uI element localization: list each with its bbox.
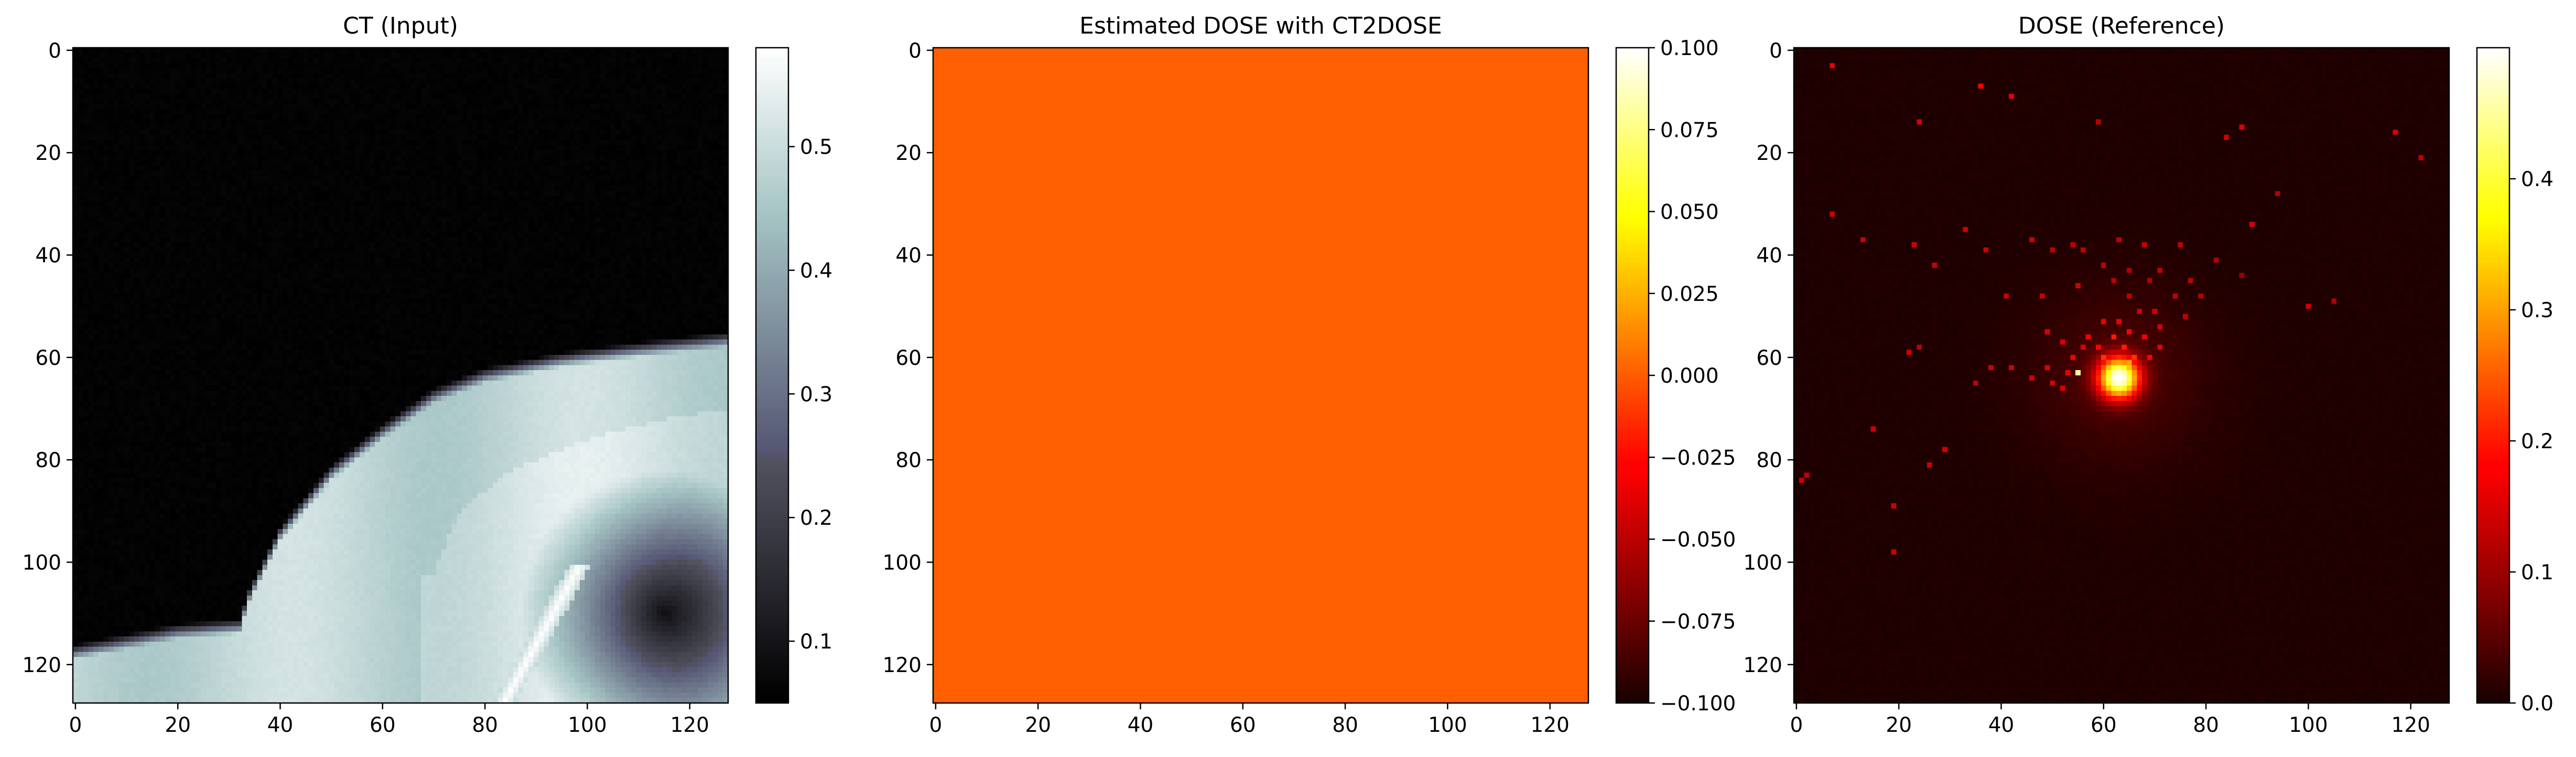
y-tick-label: 40: [35, 244, 61, 268]
x-tick-label: 0: [1790, 713, 1803, 737]
colorbar-tick-label: 0.5: [800, 136, 832, 159]
ct-input-colorbar: [756, 48, 788, 703]
dose-reference-x-ticks: 0 20 40 60 80 100 120: [1790, 703, 2430, 737]
dose-reference-colorbar-ticks: 0.0 0.1 0.2 0.3 0.4: [2509, 168, 2553, 716]
x-tick-label: 120: [1531, 713, 1570, 737]
x-tick-label: 100: [1428, 713, 1467, 737]
y-tick-label: 20: [895, 142, 922, 165]
colorbar-tick-label: 0.2: [2521, 430, 2553, 453]
x-tick-label: 0: [69, 713, 82, 737]
y-tick-label: 40: [1756, 244, 1782, 268]
y-tick-label: 60: [1756, 347, 1782, 370]
ct-input-colorbar-ticks: 0.1 0.2 0.3 0.4 0.5: [788, 136, 832, 654]
colorbar-tick-label: 0.100: [1660, 37, 1719, 60]
dose-reference-panel: DOSE (Reference) 0 20 40 60 80 100 120 0 20 40 60…: [1744, 13, 2553, 737]
x-tick-label: 100: [568, 713, 607, 737]
colorbar-tick-label: 0.1: [2521, 561, 2553, 585]
colorbar-tick-label: −0.075: [1660, 610, 1736, 634]
estimated-dose-plot-frame: [932, 47, 1589, 704]
colorbar-tick-label: 0.4: [2521, 168, 2553, 191]
y-tick-label: 0: [1769, 39, 1782, 63]
dose-reference-y-ticks: 0 20 40 60 80 100 120: [1744, 39, 1794, 677]
estimated-dose-title: Estimated DOSE with CT2DOSE: [1079, 13, 1442, 39]
dose-reference-colorbar-frame: [2476, 47, 2510, 704]
ct-input-colorbar-frame: [755, 47, 789, 704]
ct-input-plot-frame: [72, 47, 729, 704]
y-tick-label: 120: [23, 654, 61, 677]
colorbar-tick-label: −0.050: [1660, 528, 1736, 552]
x-tick-label: 20: [1025, 713, 1051, 737]
y-tick-label: 60: [895, 347, 922, 370]
x-tick-label: 80: [1332, 713, 1358, 737]
x-tick-label: 60: [370, 713, 396, 737]
y-tick-label: 0: [48, 39, 61, 63]
y-tick-label: 120: [1744, 654, 1782, 677]
y-tick-label: 0: [908, 39, 922, 63]
x-tick-label: 40: [1128, 713, 1154, 737]
ct-input-heatmap: [73, 48, 728, 703]
y-tick-label: 20: [35, 142, 61, 165]
colorbar-tick-label: −0.025: [1660, 446, 1736, 470]
x-tick-label: 80: [472, 713, 498, 737]
x-tick-label: 60: [2091, 713, 2117, 737]
y-tick-label: 100: [23, 551, 61, 575]
y-tick-label: 80: [1756, 449, 1782, 472]
colorbar-tick-label: 0.4: [800, 259, 832, 283]
colorbar-tick-label: 0.000: [1660, 364, 1719, 388]
ct-input-title: CT (Input): [343, 13, 458, 39]
y-tick-label: 100: [1744, 551, 1782, 575]
x-tick-label: 80: [2193, 713, 2219, 737]
estimated-dose-colorbar-ticks: 0.100 0.075 0.050 0.025 0.000 −0.025 −0.050 −0.…: [1649, 37, 1736, 716]
colorbar-tick-label: 0.075: [1660, 118, 1719, 142]
colorbar-tick-label: 0.1: [800, 630, 832, 654]
colorbar-tick-label: 0.2: [800, 506, 832, 530]
x-tick-label: 40: [1988, 713, 2015, 737]
x-tick-label: 100: [2289, 713, 2328, 737]
x-tick-label: 120: [670, 713, 709, 737]
dose-reference-heatmap: [1794, 48, 2449, 703]
estimated-dose-y-ticks: 0 20 40 60 80 100 120: [883, 39, 933, 677]
ct-input-y-ticks: 0 20 40 60 80 100 120: [23, 39, 73, 677]
colorbar-tick-label: 0.0: [2521, 692, 2553, 716]
dose-reference-colorbar: [2477, 48, 2509, 703]
x-tick-label: 120: [2391, 713, 2430, 737]
dose-reference-title: DOSE (Reference): [2018, 13, 2225, 39]
x-tick-label: 60: [1230, 713, 1256, 737]
x-tick-label: 40: [267, 713, 294, 737]
colorbar-tick-label: 0.3: [2521, 299, 2553, 322]
ct-input-panel: CT (Input) 0 20 40 60 80 100 120 0 20 40 60 80 100 1…: [23, 13, 832, 737]
x-tick-label: 20: [165, 713, 191, 737]
colorbar-tick-label: −0.100: [1660, 692, 1736, 716]
y-tick-label: 60: [35, 347, 61, 370]
colorbar-tick-label: 0.050: [1660, 201, 1719, 224]
dose-reference-plot-frame: [1793, 47, 2450, 704]
y-tick-label: 100: [883, 551, 922, 575]
x-tick-label: 20: [1886, 713, 1912, 737]
y-tick-label: 80: [895, 449, 922, 472]
estimated-dose-colorbar: [1616, 48, 1649, 703]
y-tick-label: 20: [1756, 142, 1782, 165]
y-tick-label: 120: [883, 654, 922, 677]
estimated-dose-heatmap: [933, 48, 1588, 703]
colorbar-tick-label: 0.025: [1660, 283, 1719, 306]
estimated-dose-x-ticks: 0 20 40 60 80 100 120: [929, 703, 1570, 737]
y-tick-label: 40: [895, 244, 922, 268]
x-tick-label: 0: [929, 713, 942, 737]
ct-input-x-ticks: 0 20 40 60 80 100 120: [69, 703, 709, 737]
colorbar-tick-label: 0.3: [800, 383, 832, 406]
y-tick-label: 80: [35, 449, 61, 472]
estimated-dose-panel: Estimated DOSE with CT2DOSE 0 20 40 60 80 100…: [883, 13, 1736, 737]
